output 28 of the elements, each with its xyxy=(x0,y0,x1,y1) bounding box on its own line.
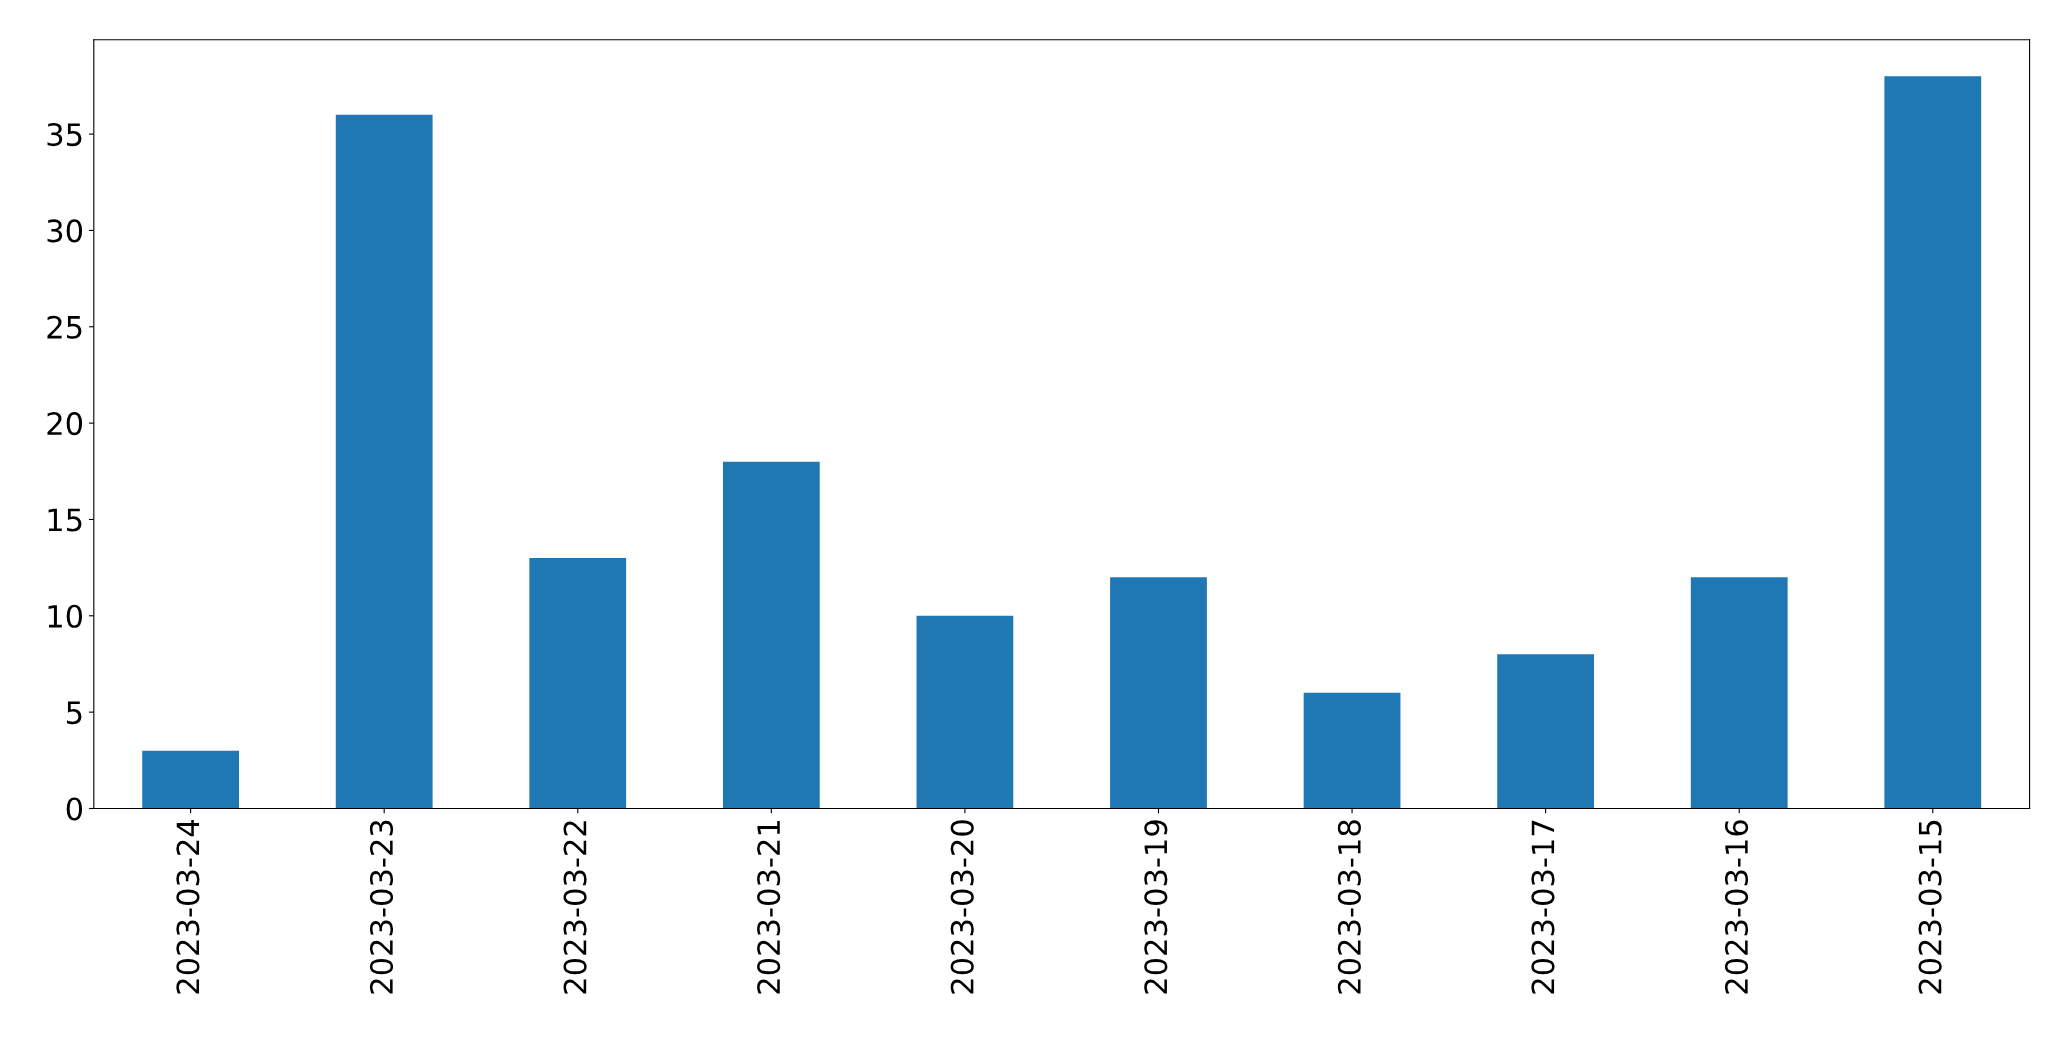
x-tick-label: 2023-03-21 xyxy=(757,821,781,994)
x-tick-label: 2023-03-22 xyxy=(563,821,587,994)
bar xyxy=(1110,577,1207,809)
y-tick-label: 0 xyxy=(66,797,83,821)
bar xyxy=(1497,654,1595,809)
x-tick-label: 2023-03-19 xyxy=(1144,820,1168,994)
x-tick-label: 2023-03-24 xyxy=(176,819,200,994)
bar xyxy=(335,114,433,809)
y-tick-label: 35 xyxy=(47,123,82,147)
bar xyxy=(1884,76,1982,809)
x-tick-label: 2023-03-23 xyxy=(369,820,394,994)
bar xyxy=(722,461,820,809)
y-tick-label: 15 xyxy=(48,508,82,532)
bar xyxy=(1303,692,1401,809)
y-tick-label: 5 xyxy=(67,701,82,725)
x-tick-label: 2023-03-17 xyxy=(1531,820,1555,994)
bar xyxy=(916,615,1014,809)
x-tick-label: 2023-03-18 xyxy=(1337,820,1361,994)
bar xyxy=(529,558,627,809)
y-tick-label: 25 xyxy=(47,315,82,339)
x-tick-label: 2023-03-16 xyxy=(1724,820,1749,994)
y-tick-label: 30 xyxy=(47,219,83,243)
y-tick-label: 10 xyxy=(48,604,83,628)
bar xyxy=(1690,577,1788,809)
x-tick-label: 2023-03-20 xyxy=(950,820,974,994)
x-tick-label: 2023-03-15 xyxy=(1918,820,1942,994)
bar xyxy=(142,750,239,809)
y-tick-label: 20 xyxy=(47,412,83,436)
